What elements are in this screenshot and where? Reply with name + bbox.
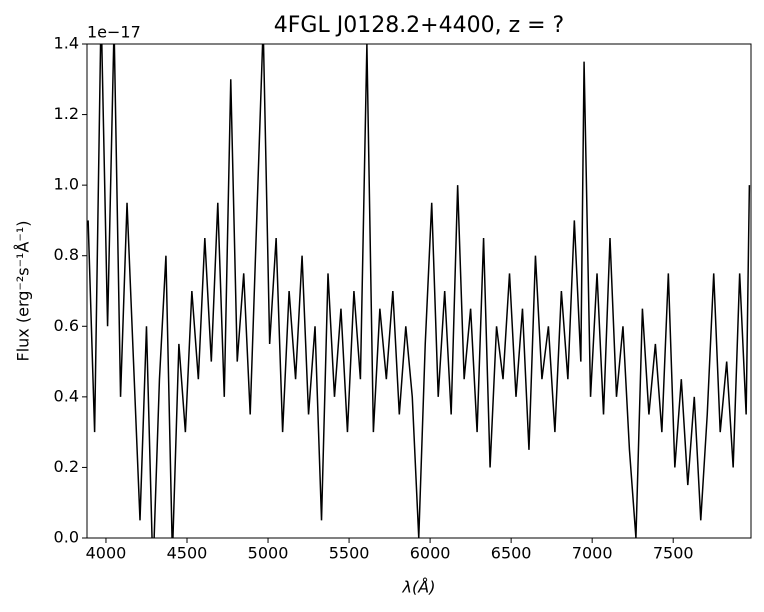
y-tick-label: 0.2 [54,457,79,476]
y-axis-label: Flux (erg⁻²s⁻¹Å⁻¹) [14,221,33,362]
y-tick-label: 1.2 [54,104,79,123]
plot-frame [86,43,752,539]
y-tick-label: 0.6 [54,316,79,335]
y-tick-label: 1.0 [54,175,79,194]
x-tick-label: 7500 [653,544,694,563]
chart-title: 4FGL J0128.2+4400, z = ? [274,13,564,38]
x-tick-label: 6000 [410,544,451,563]
y-tick-label: 1.4 [54,34,79,53]
x-axis-label: λ(Å) [402,578,436,597]
x-tick-label: 7000 [572,544,613,563]
plot-area [87,44,751,538]
x-tick-label: 6500 [491,544,532,563]
x-tick-label: 4000 [86,544,127,563]
spectrum-line [87,44,751,538]
y-tick-label: 0.8 [54,245,79,264]
x-tick-label: 5500 [329,544,370,563]
x-tick-label: 5000 [248,544,289,563]
y-tick-label: 0.0 [54,528,79,547]
y-tick-label: 0.4 [54,386,79,405]
x-tick-label: 4500 [167,544,208,563]
y-offset-label: 1e−17 [87,23,141,42]
